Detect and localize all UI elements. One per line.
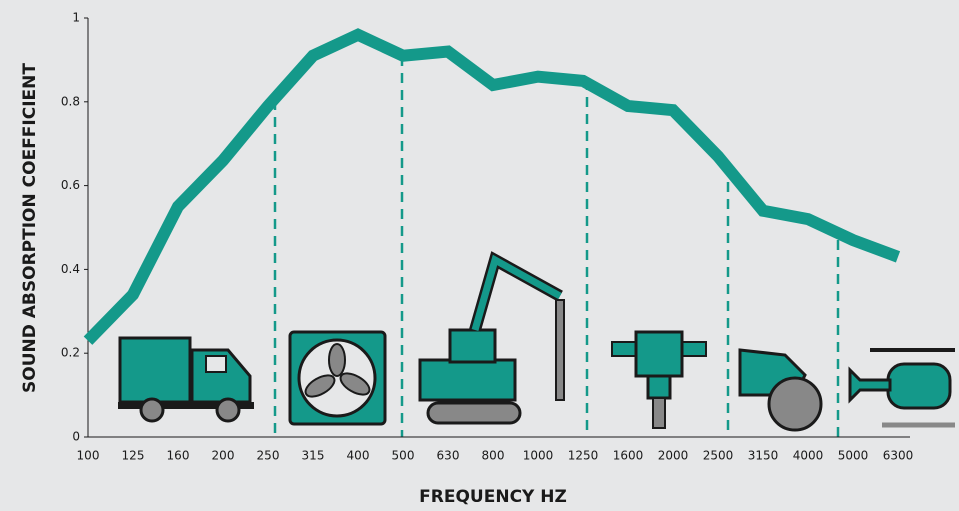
x-axis-title: FREQUENCY HZ (419, 487, 567, 507)
x-tick-label: 400 (347, 449, 370, 463)
x-tick-label: 630 (437, 449, 460, 463)
x-tick-label: 3150 (748, 449, 779, 463)
x-tick-label: 2000 (658, 449, 689, 463)
y-tick-label: 0.4 (61, 262, 80, 276)
x-tick-label: 5000 (838, 449, 869, 463)
chart: FREQUENCY HZ SOUND ABSORPTION COEFFICIEN… (0, 0, 959, 511)
data-line (88, 35, 898, 341)
y-tick-label: 1 (72, 11, 80, 25)
x-tick-label: 500 (392, 449, 415, 463)
x-tick-label: 160 (167, 449, 190, 463)
x-tick-label: 125 (122, 449, 145, 463)
x-tick-label: 315 (302, 449, 325, 463)
x-tick-label: 4000 (793, 449, 824, 463)
icons (118, 260, 955, 430)
x-tick-label: 1250 (568, 449, 599, 463)
x-tick-label: 1000 (523, 449, 554, 463)
x-tick-label: 100 (77, 449, 100, 463)
x-tick-label: 1600 (613, 449, 644, 463)
y-tick-label: 0 (72, 430, 80, 444)
y-tick-label: 0.8 (61, 94, 80, 108)
x-tick-label: 800 (482, 449, 505, 463)
y-axis-title: SOUND ABSORPTION COEFFICIENT (20, 63, 40, 393)
y-tick-label: 0.2 (61, 346, 80, 360)
x-tick-label: 200 (212, 449, 235, 463)
x-tick-label: 250 (257, 449, 280, 463)
x-tick-label: 2500 (703, 449, 734, 463)
y-tick-label: 0.6 (61, 178, 80, 192)
x-tick-label: 6300 (883, 449, 914, 463)
